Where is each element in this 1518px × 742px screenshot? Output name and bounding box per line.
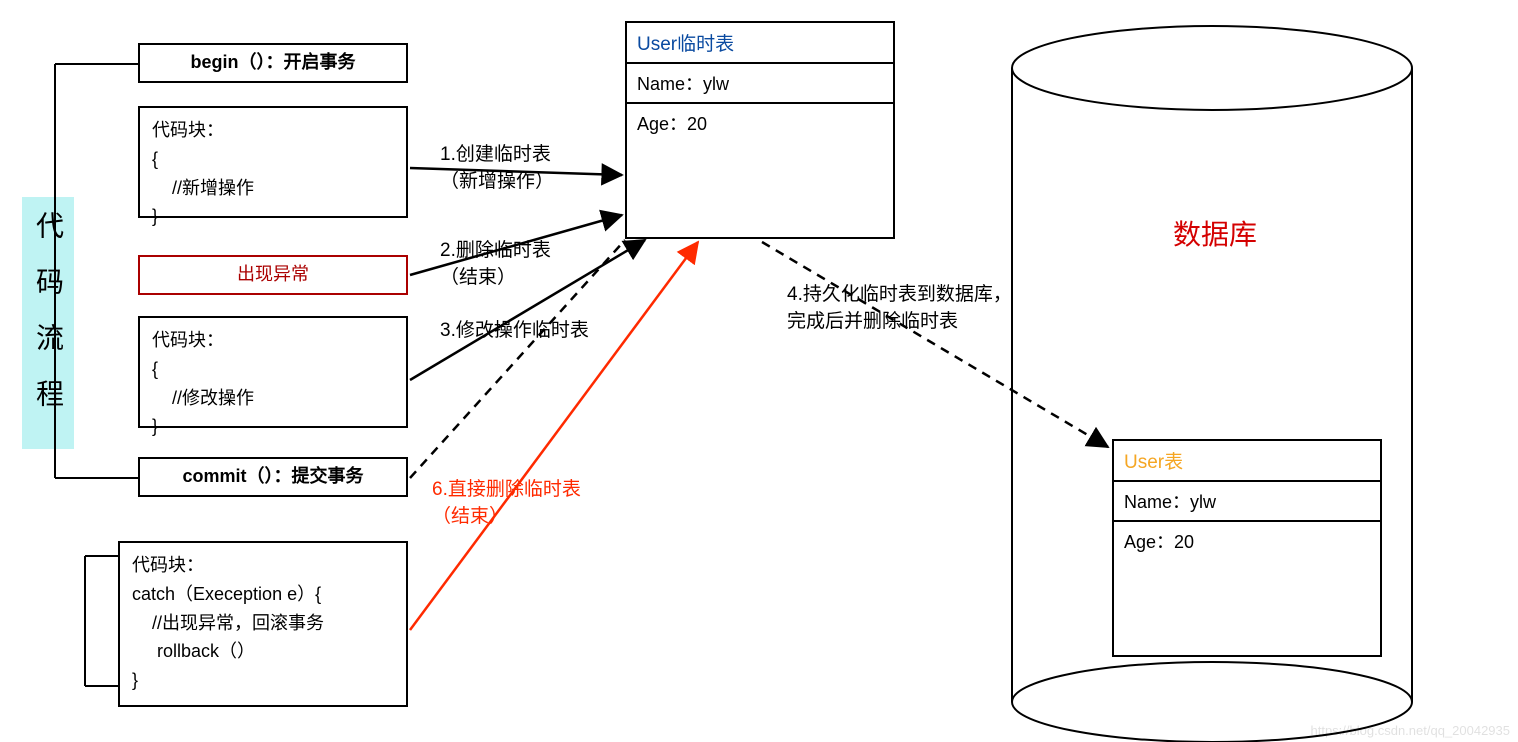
- user-table-title: User表: [1114, 441, 1380, 480]
- edge-6: [410, 242, 698, 630]
- temp-table-title: User临时表: [627, 23, 893, 62]
- label-1: 1.创建临时表 （新增操作）: [440, 142, 554, 195]
- diagram-stage: 代码流程: [0, 0, 1518, 742]
- error-text: 出现异常: [237, 263, 309, 286]
- code2-box: 代码块： { //修改操作 }: [138, 316, 408, 428]
- left-bracket-catch: [85, 556, 118, 686]
- edge-4: [762, 242, 1108, 447]
- label-4: 4.持久化临时表到数据库， 完成后并删除临时表: [787, 282, 1012, 335]
- begin-box: begin（）：开启事务: [138, 43, 408, 83]
- temp-table-row-1: Age：20: [627, 102, 893, 142]
- commit-text: commit（）：提交事务: [182, 465, 363, 488]
- label-3: 3.修改操作临时表: [440, 318, 589, 345]
- begin-text: begin（）：开启事务: [191, 51, 356, 74]
- temp-table-row-0: Name：ylw: [627, 62, 893, 102]
- commit-box: commit（）：提交事务: [138, 457, 408, 497]
- code3-box: 代码块： catch（Exeception e）{ //出现异常，回滚事务 ro…: [118, 541, 408, 707]
- error-box: 出现异常: [138, 255, 408, 295]
- temp-table: User临时表 Name：ylw Age：20: [625, 21, 895, 239]
- code2-text: 代码块： { //修改操作 }: [140, 318, 406, 449]
- label-2: 2.删除临时表 （结束）: [440, 238, 551, 291]
- label-6: 6.直接删除临时表 （结束）: [432, 477, 581, 530]
- watermark: https://blog.csdn.net/qq_20042935: [1311, 723, 1511, 738]
- db-title: 数据库: [1173, 213, 1257, 253]
- user-table: User表 Name：ylw Age：20: [1112, 439, 1382, 657]
- flow-title: 代码流程: [22, 197, 74, 449]
- user-table-row-1: Age：20: [1114, 520, 1380, 560]
- code1-text: 代码块： { //新增操作 }: [140, 108, 406, 239]
- user-table-row-0: Name：ylw: [1114, 480, 1380, 520]
- code1-box: 代码块： { //新增操作 }: [138, 106, 408, 218]
- code3-text: 代码块： catch（Exeception e）{ //出现异常，回滚事务 ro…: [120, 543, 406, 703]
